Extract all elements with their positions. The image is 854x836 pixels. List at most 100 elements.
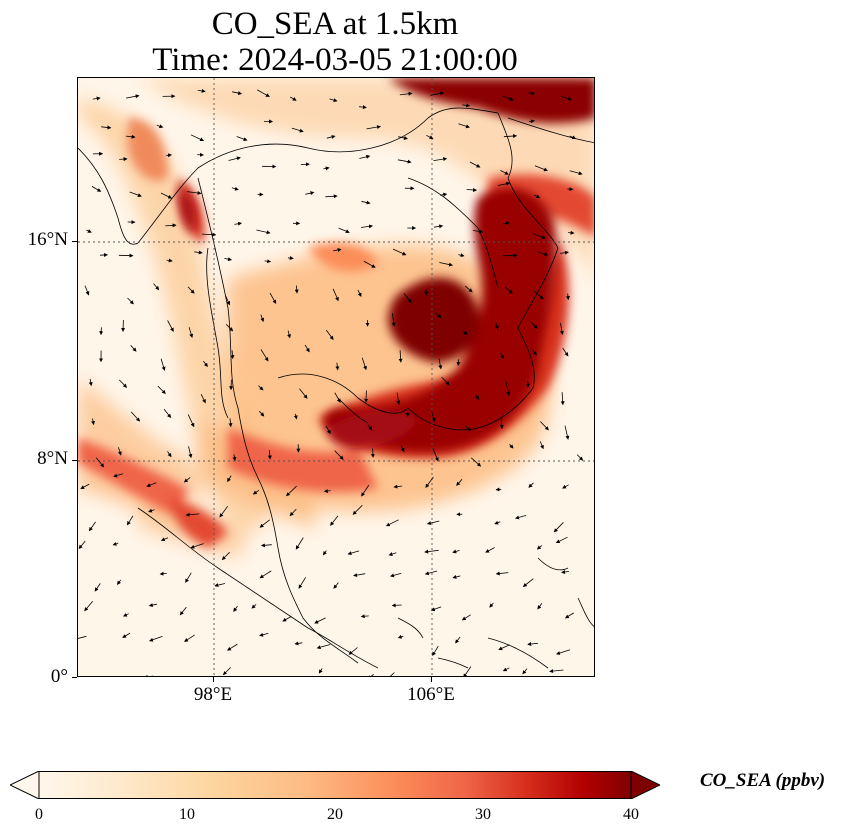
wind-arrow (430, 606, 442, 612)
wind-arrow (323, 166, 330, 171)
lon-label-106e: 106°E (407, 684, 455, 705)
wind-arrow (88, 521, 96, 532)
wind-arrow (227, 475, 232, 483)
wind-arrow (361, 484, 370, 497)
wind-arrow (333, 248, 342, 252)
wind-arrow (325, 425, 331, 435)
wind-arrow (385, 519, 399, 527)
wind-arrow (357, 289, 362, 298)
wind-arrow (555, 536, 568, 544)
colorbar (10, 771, 660, 799)
wind-arrow (470, 457, 482, 467)
wind-arrow (527, 642, 538, 647)
wind-arrow (159, 571, 167, 576)
wind-arrow (560, 392, 565, 406)
wind-arrow (485, 547, 495, 553)
wind-arrow (392, 248, 407, 256)
wind-arrow (559, 323, 564, 335)
wind-arrow (441, 376, 450, 386)
wind-arrow (397, 159, 412, 164)
wind-arrow (156, 124, 164, 129)
wind-arrow (528, 91, 535, 96)
wind-arrow (489, 602, 494, 608)
wind-arrow (400, 445, 405, 453)
wind-arrow (294, 285, 299, 294)
wind-arrow (232, 91, 243, 96)
wind-arrow (234, 221, 242, 226)
wind-arrow (456, 479, 463, 486)
wind-arrow (260, 314, 265, 323)
wind-arrow (537, 603, 543, 610)
wind-arrow (166, 153, 172, 158)
wind-arrow (475, 394, 480, 400)
wind-arrow (497, 181, 511, 186)
wind-arrow (502, 221, 510, 226)
wind-arrow (562, 484, 569, 489)
wind-arrow (231, 186, 239, 191)
wind-arrow (569, 135, 577, 140)
wind-arrow (91, 418, 95, 426)
wind-arrow (127, 297, 134, 305)
wind-arrow (219, 505, 229, 518)
wind-arrow (160, 358, 166, 371)
wind-arrow (259, 410, 265, 417)
wind-arrow (256, 229, 271, 235)
wind-arrow (456, 359, 461, 366)
y-tick (72, 460, 77, 461)
wind-arrow (258, 385, 264, 391)
wind-arrow (184, 634, 195, 642)
wind-arrow (424, 289, 429, 296)
wind-arrow (84, 285, 90, 296)
map-canvas (78, 78, 594, 676)
wind-arrow (122, 612, 129, 617)
wind-arrow (494, 323, 499, 330)
x-tick (431, 677, 432, 682)
colorbar-tick-20: 20 (327, 806, 343, 823)
wind-arrow (78, 540, 86, 550)
wind-arrow (393, 484, 403, 489)
wind-arrow (425, 476, 434, 489)
wind-arrow (165, 223, 177, 228)
wind-arrow (188, 327, 194, 338)
wind-arrow (461, 614, 471, 621)
wind-arrow (568, 230, 575, 235)
wind-arrow (440, 192, 448, 197)
wind-arrow (92, 96, 101, 101)
wind-arrow (498, 644, 510, 651)
wind-arrow (462, 103, 471, 108)
wind-arrow (359, 105, 367, 110)
wind-arrow (458, 123, 470, 129)
wind-arrow (502, 667, 510, 672)
wind-arrow (463, 330, 468, 335)
wind-arrow (399, 91, 413, 96)
map-panel (77, 77, 595, 677)
wind-arrow (149, 636, 163, 642)
wind-arrow (464, 285, 473, 293)
wind-arrow (363, 260, 376, 268)
wind-arrow (91, 186, 102, 192)
coastlines (78, 107, 594, 669)
wind-arrow (88, 378, 93, 387)
wind-arrow (148, 603, 157, 608)
wind-arrow (187, 286, 195, 294)
wind-arrow (333, 582, 339, 589)
wind-arrow (534, 165, 548, 172)
wind-arrow (439, 262, 453, 267)
wind-arrow (438, 358, 443, 370)
wind-arrow (361, 200, 371, 205)
wind-arrow (304, 344, 310, 353)
wind-arrow (455, 636, 461, 644)
wind-arrow (113, 473, 124, 478)
wind-arrow (200, 394, 206, 404)
wind-arrow (269, 292, 277, 304)
wind-arrow (236, 136, 248, 141)
wind-arrow (166, 258, 173, 263)
wind-arrow (330, 515, 339, 526)
wind-arrow (163, 408, 172, 419)
gridlines (78, 78, 594, 676)
wind-arrow (397, 634, 404, 639)
wind-arrow (187, 414, 195, 428)
wind-arrow (334, 450, 344, 460)
wind-arrow (396, 392, 401, 405)
wind-arrow (562, 347, 569, 357)
